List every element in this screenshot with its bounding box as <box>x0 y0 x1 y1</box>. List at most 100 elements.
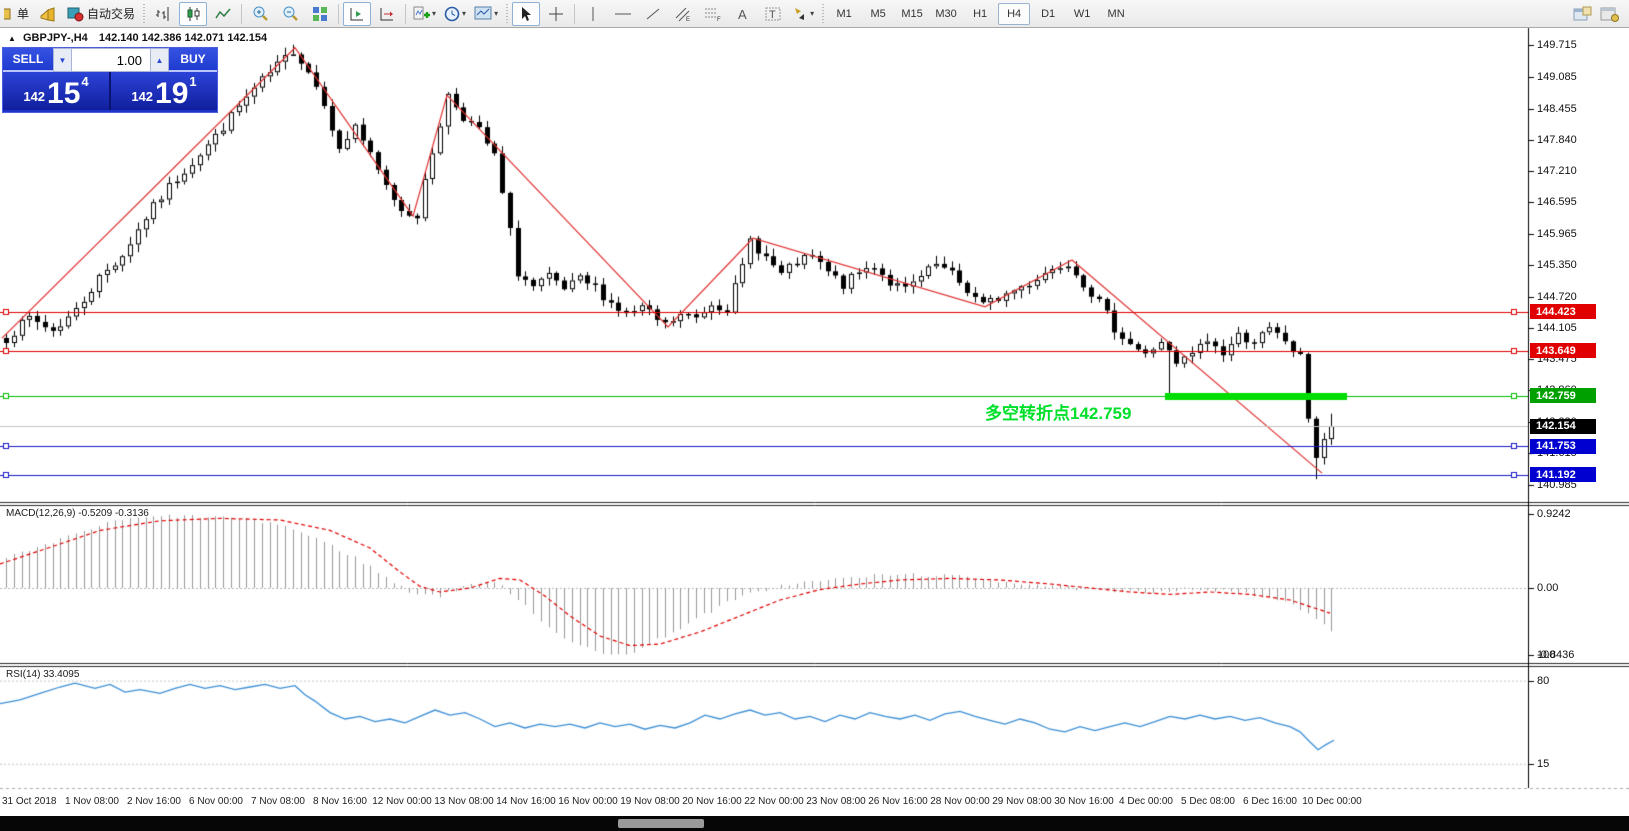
macd-indicator-label: MACD(12,26,9) -0.5209 -0.3136 <box>6 508 149 519</box>
cursor-button[interactable] <box>512 1 541 26</box>
timeframe-toolbar: M1 M5 M15 M30 H1 H4 D1 W1 MN <box>827 2 1133 25</box>
line-chart-button[interactable] <box>209 2 237 26</box>
horn-icon <box>40 6 55 22</box>
time-axis-label: 28 Nov 00:00 <box>930 796 990 807</box>
chart-shift-button[interactable] <box>373 2 401 26</box>
bottom-scrollbar[interactable] <box>0 816 1629 831</box>
time-axis-label: 16 Nov 00:00 <box>558 796 618 807</box>
text-label-button[interactable]: T <box>759 2 787 26</box>
timeframe-button-w1[interactable]: W1 <box>1073 7 1091 20</box>
rsi-indicator-label: RSI(14) 33.4095 <box>6 669 80 680</box>
toolbar-separator <box>405 3 407 24</box>
price-line-label: 142.154 <box>1530 418 1596 434</box>
horizontal-line-icon <box>615 13 632 14</box>
time-axis-label: 10 Dec 00:00 <box>1302 796 1362 807</box>
fibonacci-button[interactable]: F <box>699 2 727 26</box>
volume-input[interactable]: 1.00 <box>72 48 150 72</box>
arrows-caret-icon[interactable]: ▾ <box>810 9 815 18</box>
toolbar-separator <box>241 3 243 24</box>
time-axis-label: 29 Nov 08:00 <box>992 796 1052 807</box>
timeframe-button-d1[interactable]: D1 <box>1041 7 1056 20</box>
timeframe-button-mn[interactable]: MN <box>1107 7 1125 20</box>
toolbar-grip <box>820 3 826 24</box>
scrollbar-thumb[interactable] <box>618 819 704 828</box>
time-axis-label: 20 Nov 16:00 <box>682 796 742 807</box>
price-axis-tick: 146.595 <box>1537 196 1577 209</box>
tile-windows-button[interactable] <box>306 2 334 26</box>
sell-price-big: 15 <box>47 77 81 110</box>
timeframe-button-m1[interactable]: M1 <box>836 7 852 20</box>
time-axis-label: 31 Oct 2018 <box>2 796 57 807</box>
time-axis-label: 6 Dec 16:00 <box>1243 796 1297 807</box>
equidistant-channel-button[interactable]: E <box>669 2 697 26</box>
periods-caret-icon[interactable]: ▾ <box>462 9 467 18</box>
macd-axis-tick: 0.9242 <box>1537 508 1571 521</box>
time-axis-label: 6 Nov 00:00 <box>189 796 243 807</box>
timeframe-button-m15[interactable]: M15 <box>901 7 923 20</box>
sell-price-button[interactable]: 142 15 4 <box>3 72 111 110</box>
bar-chart-button[interactable] <box>149 2 177 26</box>
vertical-line-button[interactable] <box>579 2 607 26</box>
crosshair-button[interactable] <box>542 2 570 26</box>
crosshair-icon <box>549 6 564 21</box>
autotrading-button[interactable]: 自动交易 <box>64 2 138 26</box>
tile-windows-icon <box>313 6 328 21</box>
indicators-caret-icon[interactable]: ▾ <box>432 9 437 18</box>
new-chart-window-icon[interactable] <box>1573 6 1592 22</box>
time-axis-label: 26 Nov 16:00 <box>868 796 928 807</box>
price-axis-tick: 144.105 <box>1537 321 1577 334</box>
volume-decrease-button[interactable]: ▼ <box>53 48 72 72</box>
time-axis-label: 5 Dec 08:00 <box>1181 796 1235 807</box>
arrows-icon <box>795 7 805 20</box>
buy-button[interactable]: BUY <box>169 48 217 72</box>
autotrading-label: 自动交易 <box>87 7 136 21</box>
profile-window-icon[interactable] <box>1600 6 1619 22</box>
candlestick-chart-button[interactable] <box>179 1 208 26</box>
time-axis-label: 13 Nov 08:00 <box>434 796 494 807</box>
zoom-in-button[interactable] <box>246 2 274 26</box>
buy-price-sup: 1 <box>189 74 197 89</box>
price-line-label: 142.759 <box>1530 388 1596 404</box>
buy-price-prefix: 142 <box>131 89 154 104</box>
volume-increase-button[interactable]: ▲ <box>150 48 169 72</box>
indicators-button[interactable]: ▾ <box>410 2 439 26</box>
svg-text:E: E <box>686 17 690 22</box>
time-axis-label: 22 Nov 00:00 <box>744 796 804 807</box>
time-axis-label: 4 Dec 00:00 <box>1119 796 1173 807</box>
price-axis-tick: 149.085 <box>1537 70 1577 83</box>
auto-scroll-button[interactable] <box>343 1 372 26</box>
bar-chart-icon <box>156 6 169 21</box>
collapse-arrow-icon[interactable]: ▲ <box>8 34 16 43</box>
toolbar-separator <box>574 3 576 24</box>
svg-text:F: F <box>717 17 721 22</box>
price-line-label: 144.423 <box>1530 304 1596 320</box>
text-button[interactable]: A <box>729 2 757 26</box>
alerts-button[interactable] <box>34 2 62 26</box>
trendline-button[interactable] <box>639 2 667 26</box>
new-order-button[interactable]: 单 <box>1 2 32 26</box>
time-axis-label: 14 Nov 16:00 <box>496 796 556 807</box>
fibonacci-icon: F <box>705 8 721 22</box>
timeframe-button-m5[interactable]: M5 <box>870 7 886 20</box>
zoom-out-button[interactable] <box>276 2 304 26</box>
sell-price-prefix: 142 <box>23 89 46 104</box>
time-axis-label: 12 Nov 00:00 <box>372 796 432 807</box>
timeframe-button-m30[interactable]: M30 <box>935 7 957 20</box>
timeframe-button-h4[interactable]: H4 <box>998 2 1031 25</box>
svg-text:A: A <box>738 7 747 22</box>
templates-caret-icon[interactable]: ▾ <box>494 9 499 18</box>
auto-scroll-icon <box>350 7 364 20</box>
periods-button[interactable]: ▾ <box>441 2 469 26</box>
autotrading-icon <box>67 7 84 21</box>
timeframe-button-h1[interactable]: H1 <box>973 7 988 20</box>
new-order-label: 单 <box>17 7 30 21</box>
time-axis-label: 19 Nov 08:00 <box>620 796 680 807</box>
templates-button[interactable]: ▾ <box>471 2 501 26</box>
horizontal-line-button[interactable] <box>609 2 637 26</box>
arrows-button[interactable]: ▾ <box>789 2 817 26</box>
sell-button[interactable]: SELL <box>3 48 53 72</box>
buy-price-button[interactable]: 142 19 1 <box>111 72 217 110</box>
time-axis-label: 1 Nov 08:00 <box>65 796 119 807</box>
